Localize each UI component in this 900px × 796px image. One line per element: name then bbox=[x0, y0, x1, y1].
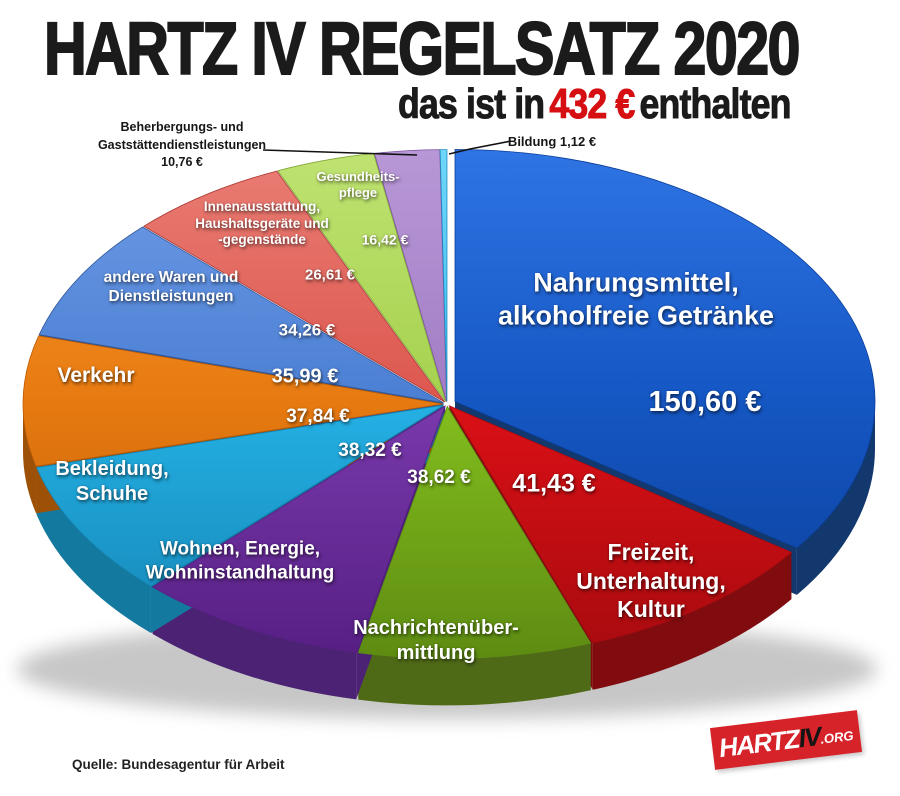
page-title: HARTZ IV REGELSATZ 2020 bbox=[43, 6, 801, 91]
slice-label-andere-waren: andere Waren und Dienstleistungen bbox=[103, 268, 239, 305]
source-credit: Quelle: Bundesagentur für Arbeit bbox=[72, 757, 285, 772]
slice-label-verkehr: Verkehr bbox=[57, 363, 135, 387]
slice-label-wohnen: Wohnen, Energie, Wohninstandhaltung bbox=[145, 538, 335, 583]
slice-value-nahrungsmittel: 150,60 € bbox=[648, 386, 762, 419]
leader-line-beherbergung bbox=[262, 149, 418, 156]
pie-slice-0 bbox=[454, 149, 876, 549]
slice-label-beherbergung: Beherbergungs- und Gaststättendienstleis… bbox=[97, 119, 267, 169]
logo-hartz: HARTZ bbox=[717, 723, 801, 763]
logo-org: .ORG bbox=[819, 727, 855, 747]
slice-label-nahrungsmittel: Nahrungsmittel, alkoholfreie Getränke bbox=[497, 267, 775, 331]
slice-value-innenausstattung: 26,61 € bbox=[304, 266, 356, 284]
subtitle-prefix: das ist in bbox=[398, 80, 546, 128]
pie-slice-10 bbox=[439, 149, 448, 402]
page-subtitle: das ist in 432 € enthalten bbox=[398, 80, 792, 128]
slice-label-gesundheitspflege: Gesundheits- pflege bbox=[316, 168, 400, 200]
leader-line-bildung bbox=[448, 140, 512, 155]
slice-value-nachrichtenuebermittlung: 38,62 € bbox=[407, 467, 471, 489]
pie-slice-5 bbox=[22, 335, 444, 467]
pie-slice-1 bbox=[448, 405, 793, 644]
slice-label-innenausstattung: Innenausstattung, Haushaltsgeräte und -g… bbox=[195, 198, 329, 248]
pie-slice-3 bbox=[151, 405, 446, 653]
slice-label-bekleidung: Bekleidung, Schuhe bbox=[55, 458, 169, 505]
pie-slice-6 bbox=[38, 226, 444, 404]
slice-label-bildung: Bildung 1,12 € bbox=[507, 133, 597, 149]
subtitle-suffix: enthalten bbox=[639, 80, 792, 128]
slice-value-andere-waren: 34,26 € bbox=[278, 320, 336, 340]
pie-tops bbox=[22, 149, 876, 659]
pie-3d bbox=[17, 149, 877, 719]
slice-label-nachrichtenuebermittlung: Nachrichtenüber- mittlung bbox=[353, 617, 519, 664]
slice-value-gesundheitspflege: 16,42 € bbox=[361, 231, 409, 248]
slice-value-wohnen: 38,32 € bbox=[338, 440, 402, 462]
slice-value-bekleidung: 37,84 € bbox=[286, 406, 350, 428]
subtitle-amount: 432 € bbox=[549, 80, 636, 128]
slice-value-verkehr: 35,99 € bbox=[271, 365, 339, 388]
pie-slice-7 bbox=[143, 170, 446, 403]
slice-label-freizeit: Freizeit, Unterhaltung, Kultur bbox=[576, 539, 726, 623]
pie-slice-2 bbox=[357, 405, 592, 659]
slice-value-freizeit: 41,43 € bbox=[512, 469, 596, 498]
logo-iv: IV bbox=[796, 720, 822, 753]
pie-slice-4 bbox=[35, 404, 444, 587]
